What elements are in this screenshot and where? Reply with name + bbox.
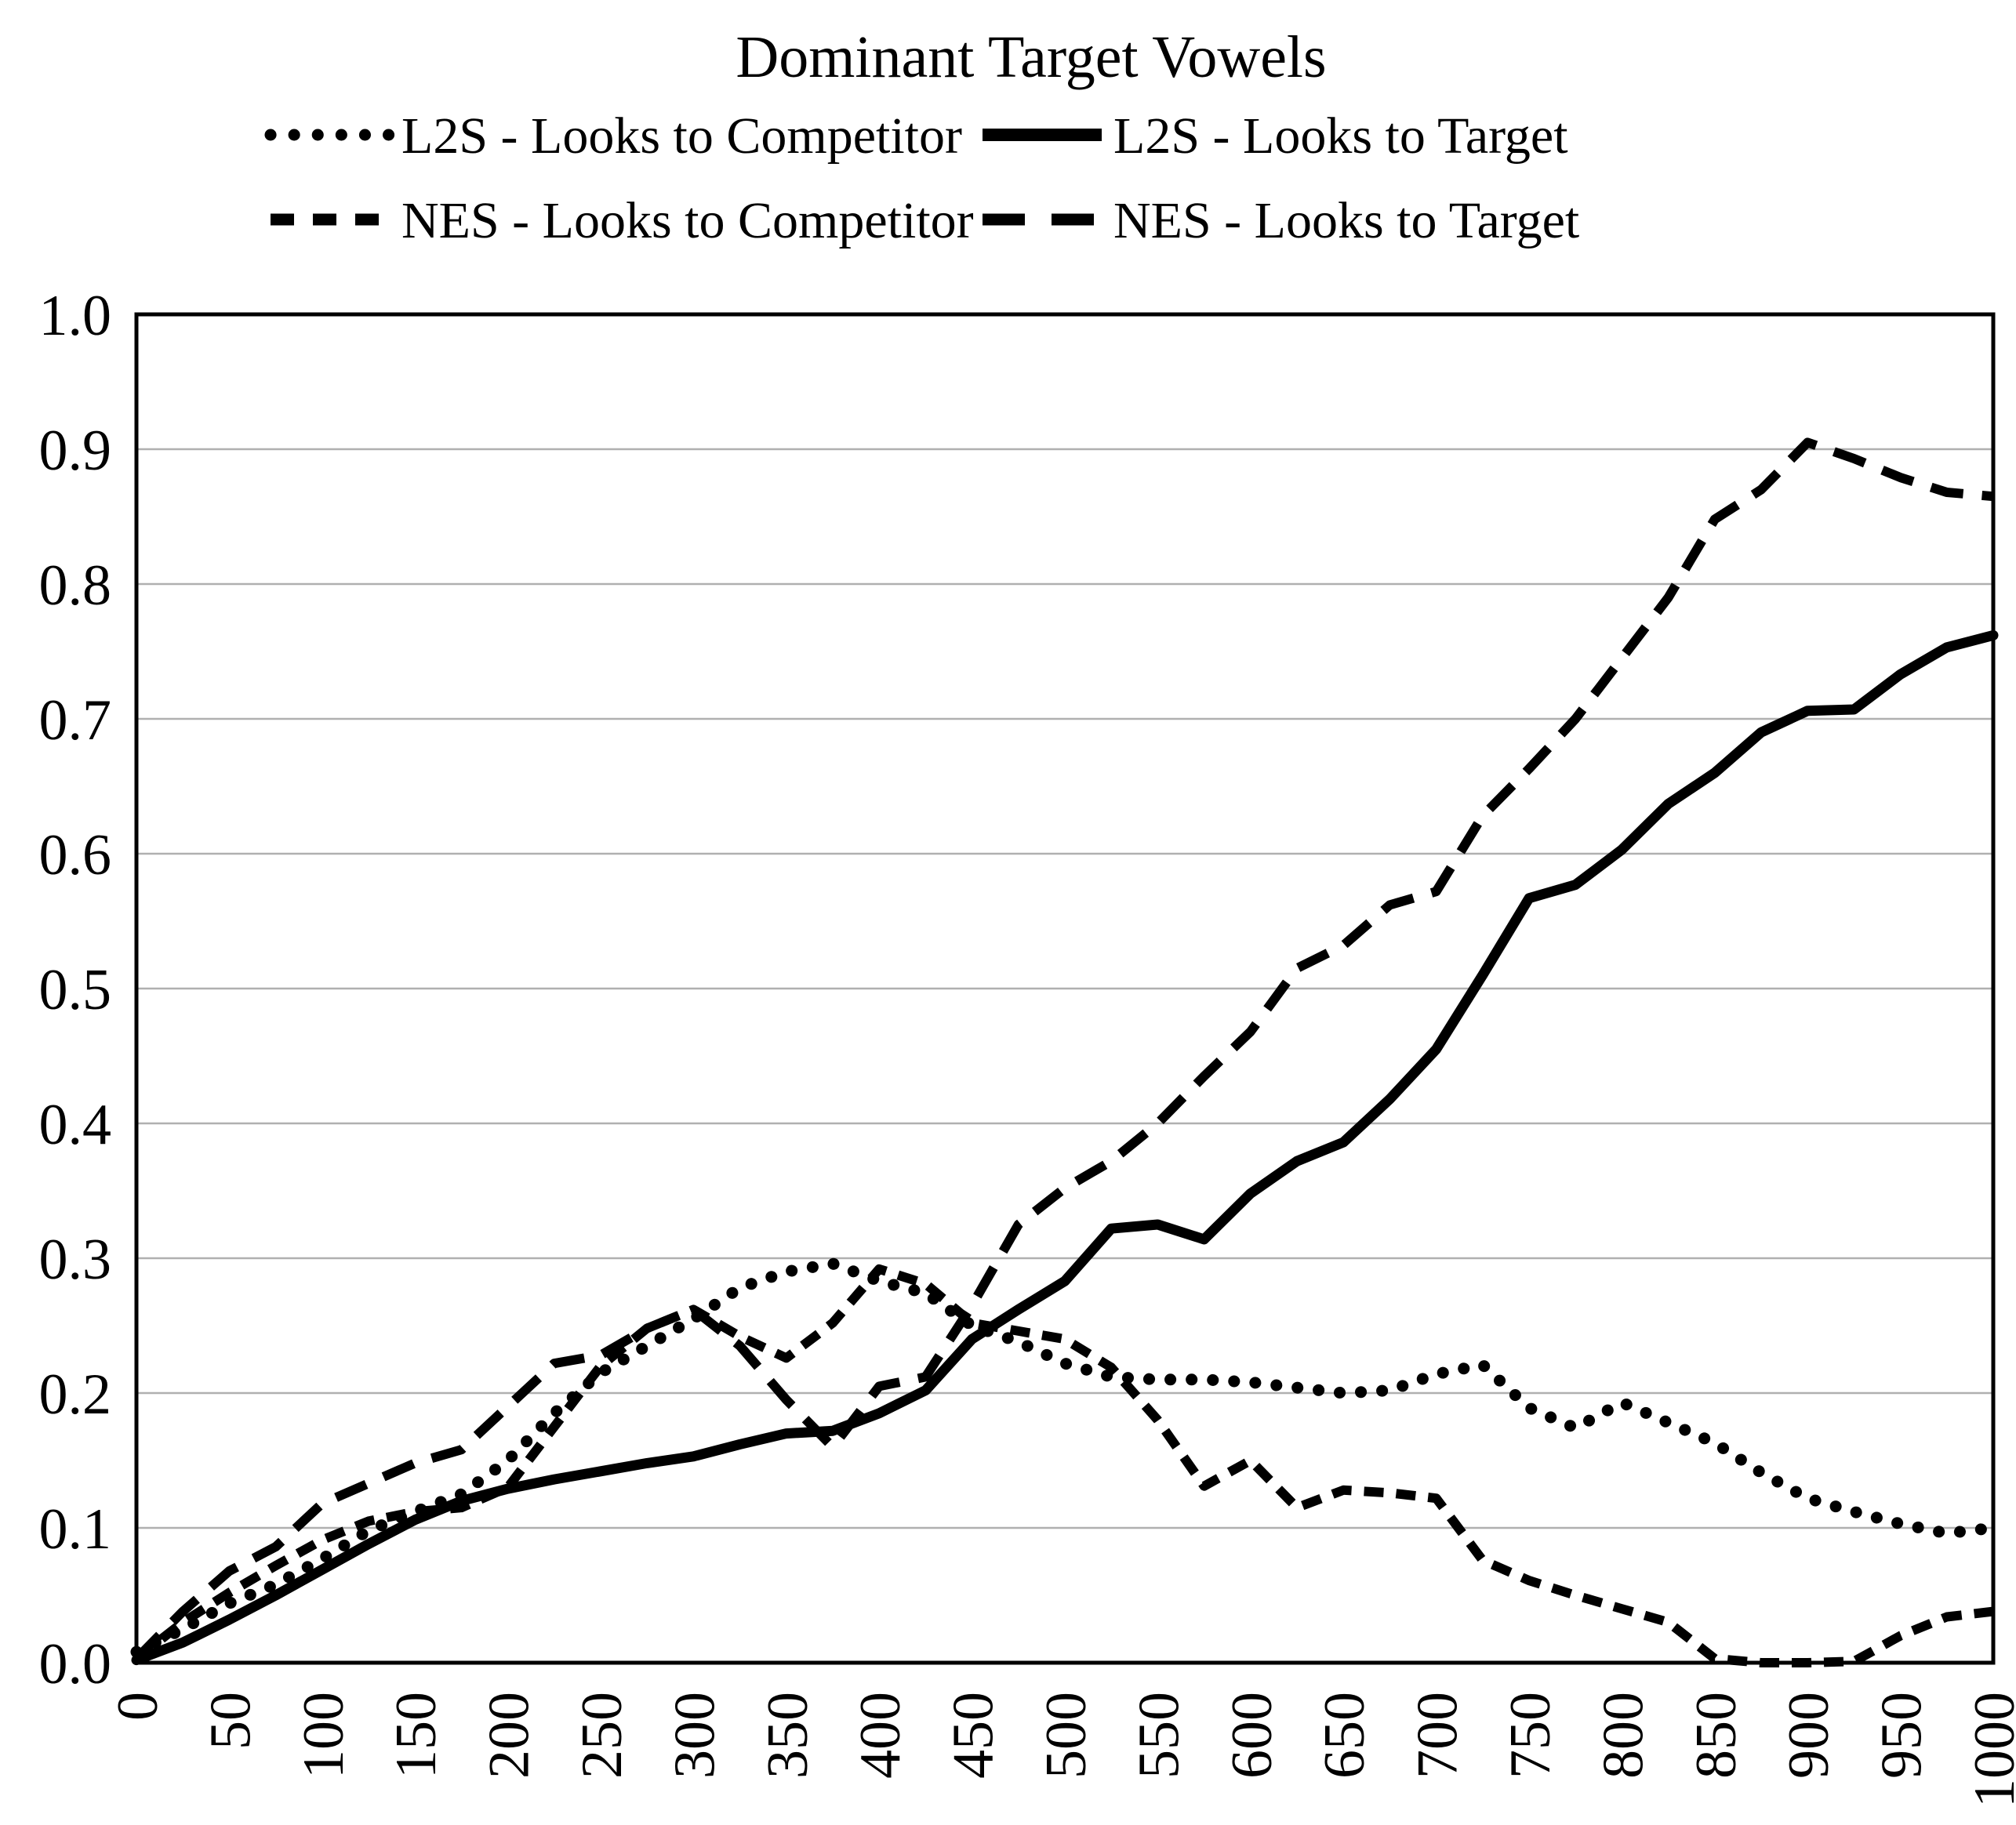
x-tick-label: 550 [1127, 1692, 1191, 1779]
series-line-dotted [130, 1257, 2000, 1658]
legend-label: NES - Looks to Competitor [401, 192, 974, 249]
series-line-solid [131, 629, 1999, 1666]
x-tick-label: 350 [756, 1692, 820, 1779]
x-tick-label: 800 [1591, 1692, 1655, 1779]
x-tick-label: 1000 [1963, 1692, 2016, 1808]
y-tick-label: 0.9 [39, 419, 112, 483]
x-tick-label: 150 [384, 1692, 449, 1779]
legend-item-l2s-competitor: L2S - Looks to Competitor [264, 107, 962, 165]
y-tick-label: 0.0 [39, 1632, 112, 1696]
x-tick-label: 450 [942, 1692, 1006, 1779]
legend: L2S - Looks to Competitor L2S - Looks to… [264, 107, 1579, 249]
plot-area [134, 312, 1996, 1665]
legend-item-nes-target: NES - Looks to Target [983, 192, 1579, 249]
y-tick-label: 0.2 [39, 1362, 112, 1427]
x-tick-label: 0 [106, 1692, 170, 1721]
y-tick-label: 0.1 [39, 1497, 112, 1562]
x-tick-label: 650 [1313, 1692, 1377, 1779]
x-tick-label: 100 [292, 1692, 356, 1779]
legend-item-nes-competitor: NES - Looks to Competitor [271, 192, 974, 249]
y-tick-label: 1.0 [39, 284, 112, 348]
y-tick-label: 0.7 [39, 688, 112, 753]
x-tick-label: 950 [1870, 1692, 1934, 1779]
y-tick-label: 0.5 [39, 958, 112, 1022]
series-line-short-dash [133, 1264, 1994, 1667]
x-tick-label: 200 [478, 1692, 542, 1779]
y-tick-label: 0.4 [39, 1093, 112, 1157]
x-tick-label: 300 [663, 1692, 727, 1779]
legend-label: NES - Looks to Target [1113, 192, 1579, 249]
x-tick-label: 750 [1498, 1692, 1563, 1779]
y-tick-label: 0.6 [39, 823, 112, 887]
legend-label: L2S - Looks to Target [1113, 107, 1568, 165]
series-line-long-dash [133, 437, 1994, 1663]
x-tick-label: 700 [1406, 1692, 1470, 1779]
x-axis-labels: 0 50 100 150 200 250 300 350 400 450 500 550 600 650 7… [106, 1692, 2016, 1808]
x-tick-label: 50 [198, 1692, 263, 1750]
x-tick-label: 500 [1034, 1692, 1099, 1779]
x-tick-label: 850 [1684, 1692, 1749, 1779]
y-axis-labels: 0.0 0.1 0.2 0.3 0.4 0.5 0.6 0.7 0.8 0.9 1.0 [39, 284, 112, 1696]
legend-label: L2S - Looks to Competitor [401, 107, 962, 165]
series-lines [130, 437, 2000, 1667]
x-tick-label: 400 [848, 1692, 913, 1779]
y-tick-label: 0.8 [39, 553, 112, 618]
chart-title: Dominant Target Vowels [736, 24, 1326, 90]
plot-border [134, 312, 1996, 1665]
legend-item-l2s-target: L2S - Looks to Target [983, 107, 1568, 165]
x-tick-label: 900 [1777, 1692, 1841, 1779]
x-tick-label: 600 [1220, 1692, 1284, 1779]
y-tick-label: 0.3 [39, 1228, 112, 1292]
x-tick-label: 250 [570, 1692, 634, 1779]
